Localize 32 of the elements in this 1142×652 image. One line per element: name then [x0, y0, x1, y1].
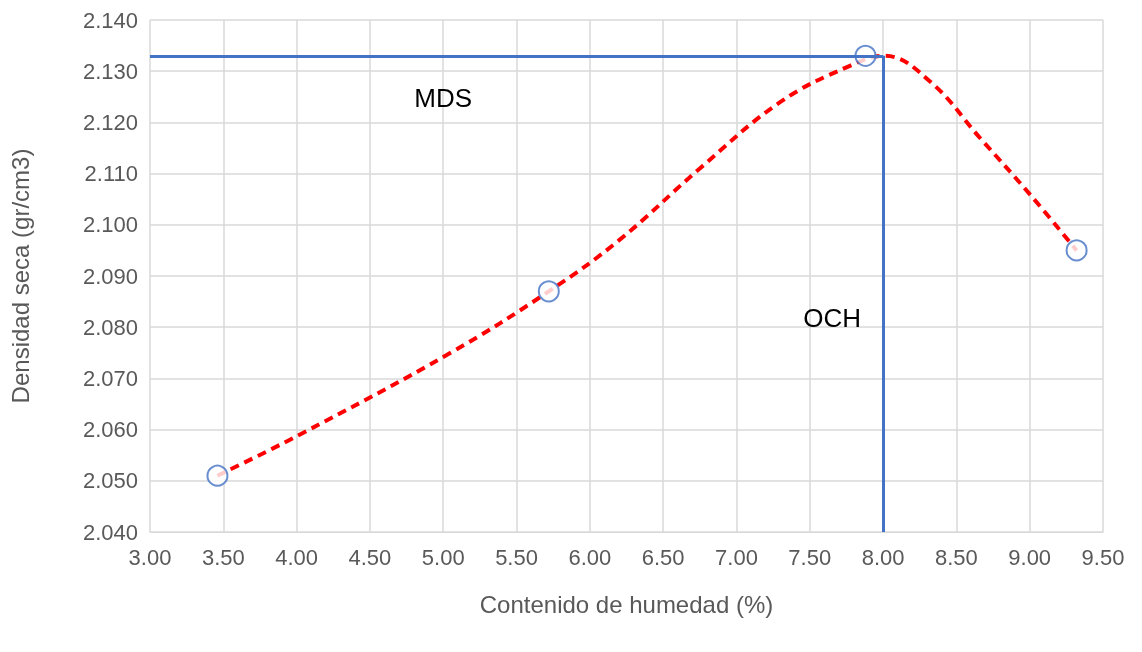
- y-axis-title: Densidad seca (gr/cm3): [6, 148, 34, 404]
- x-tick-label: 9.00: [1008, 544, 1052, 570]
- x-tick-label: 7.50: [788, 544, 832, 570]
- y-tick-label: 2.110: [84, 161, 138, 187]
- x-tick-label: 5.50: [495, 544, 538, 570]
- y-tick-label: 2.080: [82, 314, 138, 340]
- y-tick-label: 2.100: [82, 212, 138, 238]
- x-tick-label: 6.50: [641, 544, 685, 570]
- point: [206, 464, 229, 487]
- y-tick-label: 2.060: [82, 417, 138, 443]
- x-tick-label: 6.00: [568, 544, 612, 570]
- y-tick-label: 2.090: [82, 263, 138, 289]
- y-tick-label: 2.120: [82, 109, 138, 135]
- ref-line-label: MDS: [414, 82, 473, 113]
- y-tick-label: 2.130: [82, 58, 138, 84]
- x-tick-label: 9.50: [1081, 544, 1125, 570]
- point: [537, 280, 560, 303]
- x-tick-label: 4.00: [275, 544, 319, 570]
- x-tick-label: 5.00: [421, 544, 465, 570]
- x-tick-label: 3.00: [128, 544, 172, 570]
- x-axis-title: Contenido de humedad (%): [479, 590, 774, 618]
- ref-line-label: OCH: [803, 302, 862, 333]
- y-tick-label: 2.040: [82, 519, 138, 545]
- y-tick-label: 2.070: [82, 365, 138, 391]
- y-tick-label: 2.050: [82, 468, 138, 494]
- x-tick-label: 4.50: [348, 544, 392, 570]
- y-tick-label: 2.140: [82, 7, 138, 33]
- x-tick-label: 3.50: [201, 544, 245, 570]
- point: [1065, 239, 1088, 262]
- x-tick-label: 7.00: [715, 544, 758, 570]
- x-tick-label: 8.00: [861, 544, 905, 570]
- x-tick-label: 8.50: [934, 544, 978, 570]
